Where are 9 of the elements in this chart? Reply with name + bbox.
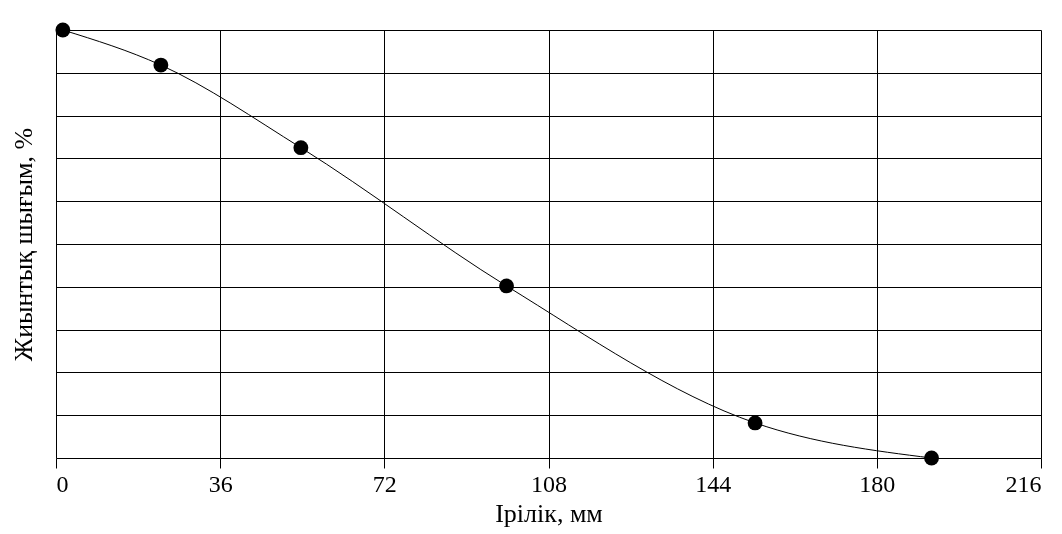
- x-tick-label: 36: [208, 470, 233, 497]
- x-tick-label: 144: [695, 470, 732, 497]
- y-axis-title: Жиынтық шығым, %: [8, 127, 38, 362]
- x-axis-title: Ірілік, мм: [495, 498, 603, 528]
- x-tick-label: 0: [56, 470, 69, 497]
- x-tick-label: 216: [1005, 470, 1042, 497]
- x-tick-label: 72: [372, 470, 397, 497]
- x-tick-label: 108: [531, 470, 567, 497]
- x-tick-label: 180: [859, 470, 896, 497]
